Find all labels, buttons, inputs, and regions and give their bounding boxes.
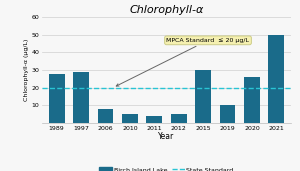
Bar: [146, 116, 162, 123]
Title: Chlorophyll-α: Chlorophyll-α: [129, 5, 204, 15]
Bar: [122, 114, 138, 123]
Y-axis label: Chlorophyll-α (μg/L): Chlorophyll-α (μg/L): [24, 39, 28, 101]
Bar: [49, 74, 64, 123]
Bar: [244, 77, 260, 123]
Legend: Birch Island Lake, State Standard: Birch Island Lake, State Standard: [97, 165, 236, 171]
Bar: [195, 70, 211, 123]
Bar: [220, 106, 236, 123]
X-axis label: Year: Year: [158, 132, 175, 141]
Bar: [171, 114, 187, 123]
Bar: [73, 72, 89, 123]
Text: MPCA Standard  ≤ 20 μg/L: MPCA Standard ≤ 20 μg/L: [116, 38, 250, 86]
Bar: [98, 109, 113, 123]
Bar: [268, 35, 284, 123]
